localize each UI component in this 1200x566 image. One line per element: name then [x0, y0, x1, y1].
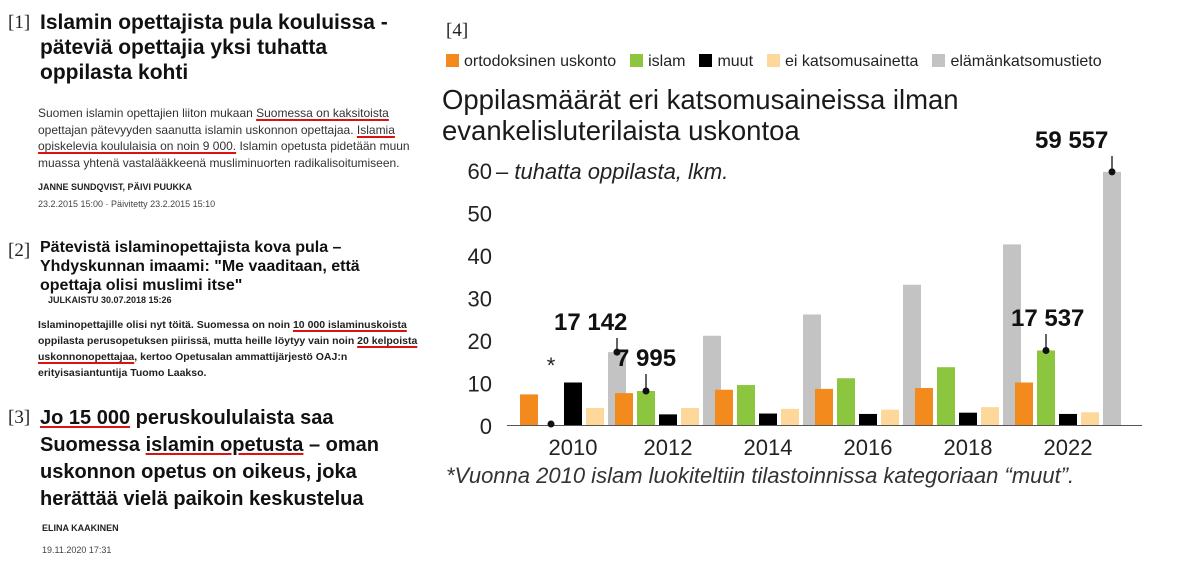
bar	[681, 408, 699, 425]
legend-label: islam	[648, 53, 686, 70]
bar	[1059, 413, 1077, 425]
legend-item: ortodoksinen uskonto	[446, 53, 616, 71]
text-segment: Islaminopettajille olisi nyt töitä. Suom…	[38, 319, 293, 331]
bar	[937, 367, 955, 425]
underlined-text: 20 kelpoista uskonnonopettajaa	[38, 335, 418, 363]
bar	[981, 407, 999, 425]
y-axis-label: – tuhatta oppilasta, lkm.	[495, 159, 728, 184]
legend-item: ei katsomusainetta	[767, 53, 918, 71]
text-segment: peruskoululaista saa Suomessa	[40, 407, 334, 456]
legend-label: ei katsomusainetta	[785, 53, 919, 70]
x-tick-label: 2014	[744, 435, 793, 460]
clip-body: Islaminopettajille olisi nyt töitä. Suom…	[38, 317, 433, 381]
legend-label: elämänkatsomustieto	[950, 53, 1102, 70]
data-label: 59 557	[1035, 127, 1108, 154]
data-label: 7 995	[616, 345, 676, 372]
legend-item: elämänkatsomustieto	[932, 53, 1102, 71]
y-tick-label: 30	[468, 287, 492, 312]
legend-label: muut	[717, 53, 754, 70]
clip-author: ELINA KAAKINEN	[42, 523, 119, 533]
bar	[586, 408, 604, 425]
legend-swatch	[699, 54, 713, 67]
chart-footnote: *Vuonna 2010 islam luokiteltiin tilastoi…	[446, 463, 1075, 488]
y-tick-label: 0	[480, 414, 492, 439]
news-clip-2: [2] Pätevistä islaminopettajista kova pu…	[8, 238, 428, 381]
bar	[959, 412, 977, 425]
bar-chart: 0 10 20 30 40 50 60– tuhatta oppilasta, lkm. 20…	[468, 127, 1142, 460]
bar	[1003, 244, 1021, 425]
bar	[615, 393, 633, 425]
text-segment: Islamin opetusta pidetään muun muassa yh…	[38, 139, 410, 170]
news-clip-3: [3] Jo 15 000 peruskoululaista saa Suome…	[8, 405, 428, 555]
bar	[1081, 412, 1099, 425]
bar	[759, 413, 777, 425]
data-label: 17 537	[1011, 305, 1084, 332]
y-tick-label: 40	[468, 244, 492, 269]
news-clips: [1] Islamin opettajista pula kouluissa -…	[0, 0, 430, 566]
y-tick-label: 10	[468, 372, 492, 397]
bar	[815, 388, 833, 425]
clip-number: [2]	[8, 240, 31, 261]
legend-swatch	[446, 54, 459, 67]
news-clip-1: [1] Islamin opettajista pula kouluissa -…	[8, 10, 428, 209]
chart-panel: 0 10 20 30 40 50 60– tuhatta oppilasta, lkm. 20…	[432, 0, 1200, 566]
bar	[737, 385, 755, 425]
bar	[637, 391, 655, 425]
clip-headline[interactable]: Islamin opettajista pula kouluissa - pät…	[40, 11, 388, 84]
x-tick-label: 2010	[549, 435, 598, 460]
clip-body: Suomen islamin opettajien liiton mukaan …	[38, 105, 428, 171]
panel-number: [4]	[446, 20, 469, 41]
legend-swatch	[932, 54, 946, 67]
annotation-asterisk: *	[547, 353, 556, 378]
text-segment: oppilasta perusopetuksen piirissä, mutta…	[38, 335, 358, 347]
x-tick-label: 2018	[944, 435, 993, 460]
underlined-text: Jo 15 000	[40, 407, 131, 429]
clip-number: [1]	[8, 12, 31, 33]
clip-date: 23.2.2015 15:00 · Päivitetty 23.2.2015 1…	[38, 199, 216, 209]
bar	[659, 414, 677, 425]
bar	[1037, 350, 1055, 425]
bar	[781, 408, 799, 425]
text-segment: opettajan pätevyyden saanutta islamin us…	[38, 122, 357, 137]
underlined-text: islamin opetusta	[145, 434, 304, 456]
chart-title: Oppilasmäärät eri katsomusaineissa ilman…	[442, 84, 959, 146]
clip-number: [3]	[8, 407, 31, 428]
clip-headline[interactable]: Pätevistä islaminopettajista kova pula –…	[40, 239, 360, 294]
x-tick-label: 2016	[844, 435, 893, 460]
clip-date: 19.11.2020 17:31	[42, 545, 112, 555]
data-label: 17 142	[554, 309, 627, 336]
bar	[715, 389, 733, 425]
clip-published-date: JULKAISTU 30.07.2018 15:26	[48, 295, 172, 305]
legend-label: ortodoksinen uskonto	[464, 53, 617, 70]
clip-headline[interactable]: Jo 15 000 peruskoululaista saa Suomessa …	[40, 405, 425, 513]
y-tick-label: 20	[468, 329, 492, 354]
bar	[564, 382, 582, 425]
chart-legend: ortodoksinen uskonto islam muut ei katsomus…	[446, 53, 1116, 71]
bar	[859, 413, 877, 425]
bar	[1015, 382, 1033, 425]
bar	[520, 394, 538, 425]
underlined-text: Suomessa on kaksitoista	[256, 106, 389, 120]
underlined-text: Islamia opiskelevia koululaisia on noin …	[38, 122, 395, 154]
text-segment: – oman uskonnon opetus on oikeus, joka h…	[40, 434, 379, 510]
bar	[1103, 171, 1121, 425]
legend-swatch	[767, 54, 781, 67]
bar	[837, 378, 855, 425]
underlined-text: 10 000 islaminuskoista	[292, 319, 407, 331]
legend-swatch	[630, 54, 644, 67]
bar	[881, 409, 899, 425]
y-tick-label: 60	[468, 159, 492, 184]
text-segment: , kertoo Opetusalan ammattijärjestö OAJ:…	[38, 351, 348, 379]
y-tick-label: 50	[468, 202, 492, 227]
bar	[915, 388, 933, 425]
legend-item: islam	[630, 53, 685, 71]
legend-item: muut	[699, 53, 753, 71]
x-tick-label: 2022	[1044, 435, 1093, 460]
annotation-dot	[547, 420, 555, 428]
x-tick-label: 2012	[644, 435, 693, 460]
clip-author: JANNE SUNDQVIST, PÄIVI PUUKKA	[38, 182, 193, 192]
text-segment: Suomen islamin opettajien liiton mukaan	[38, 106, 257, 120]
